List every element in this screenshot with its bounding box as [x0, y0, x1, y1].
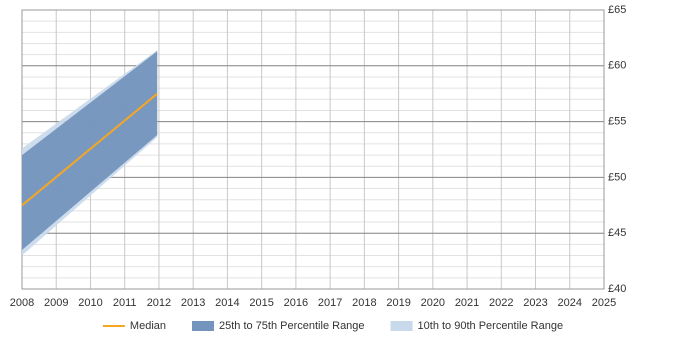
x-tick-label: 2017	[318, 297, 342, 309]
legend: Median 25th to 75th Percentile Range 10th …	[102, 320, 564, 332]
y-tick-label: £50	[608, 171, 626, 183]
legend-label: Median	[130, 320, 166, 332]
x-tick-label: 2023	[523, 297, 547, 309]
median-line	[21, 92, 158, 207]
legend-item: 25th to 75th Percentile Range	[191, 320, 365, 332]
legend-item: Median	[102, 320, 166, 332]
x-tick-label: 2009	[44, 297, 68, 309]
x-tick-label: 2022	[489, 297, 513, 309]
x-tick-label: 2024	[558, 297, 582, 309]
y-tick-label: £45	[608, 227, 626, 239]
legend-swatch	[191, 321, 214, 331]
legend-label: 10th to 90th Percentile Range	[418, 320, 564, 332]
x-tick-label: 2018	[352, 297, 376, 309]
x-tick-label: 2011	[113, 297, 137, 309]
x-tick-label: 2019	[386, 297, 410, 309]
x-tick-label: 2014	[215, 297, 239, 309]
legend-swatch	[390, 321, 413, 331]
y-tick-label: £60	[608, 60, 626, 72]
x-tick-label: 2008	[10, 297, 34, 309]
x-tick-label: 2025	[592, 297, 616, 309]
legend-label: 25th to 75th Percentile Range	[219, 320, 365, 332]
x-tick-label: 2016	[284, 297, 308, 309]
x-tick-label: 2012	[147, 297, 171, 309]
x-tick-label: 2015	[249, 297, 273, 309]
x-tick-label: 2020	[421, 297, 445, 309]
x-tick-label: 2021	[455, 297, 479, 309]
y-tick-label: £65	[608, 4, 626, 16]
x-tick-label: 2010	[78, 297, 102, 309]
x-tick-label: 2013	[181, 297, 205, 309]
y-tick-label: £55	[608, 116, 626, 128]
legend-item: 10th to 90th Percentile Range	[390, 320, 564, 332]
y-tick-label: £40	[608, 283, 626, 295]
